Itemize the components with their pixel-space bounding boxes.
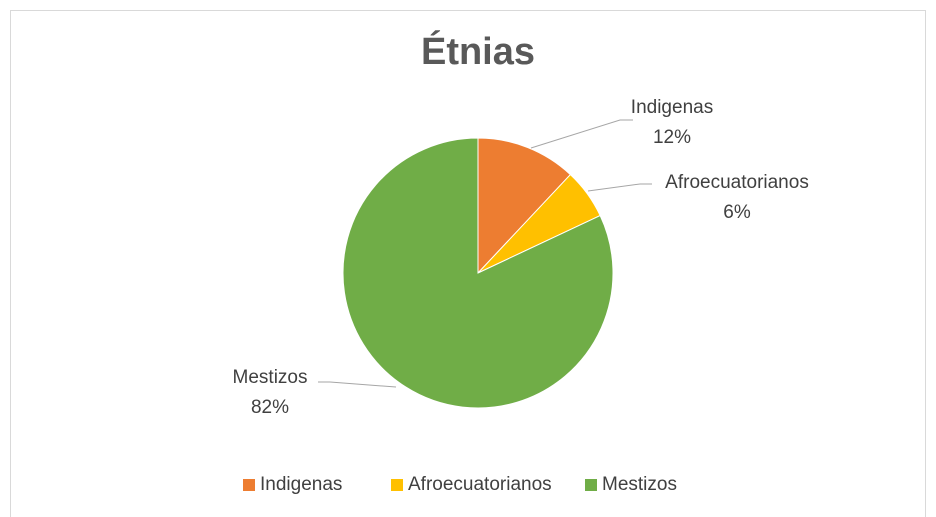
legend-label: Indigenas bbox=[260, 474, 342, 495]
leader-line bbox=[318, 381, 397, 388]
legend-swatch bbox=[585, 479, 597, 491]
data-label-name: Indigenas bbox=[631, 97, 713, 118]
leader-line bbox=[587, 183, 652, 192]
legend-label: Mestizos bbox=[602, 474, 677, 495]
pie-slice bbox=[342, 137, 614, 409]
leader-line bbox=[530, 119, 633, 149]
legend-label: Afroecuatorianos bbox=[408, 474, 552, 495]
data-label-value: 12% bbox=[653, 127, 691, 148]
legend-swatch bbox=[391, 479, 403, 491]
data-label-name: Mestizos bbox=[233, 367, 308, 388]
chart-title: Étnias bbox=[421, 29, 535, 73]
pie-slice bbox=[477, 137, 572, 275]
data-label-value: 6% bbox=[723, 202, 751, 223]
data-label-name: Afroecuatorianos bbox=[665, 172, 809, 193]
legend-swatch bbox=[243, 479, 255, 491]
data-label-value: 82% bbox=[251, 397, 289, 418]
